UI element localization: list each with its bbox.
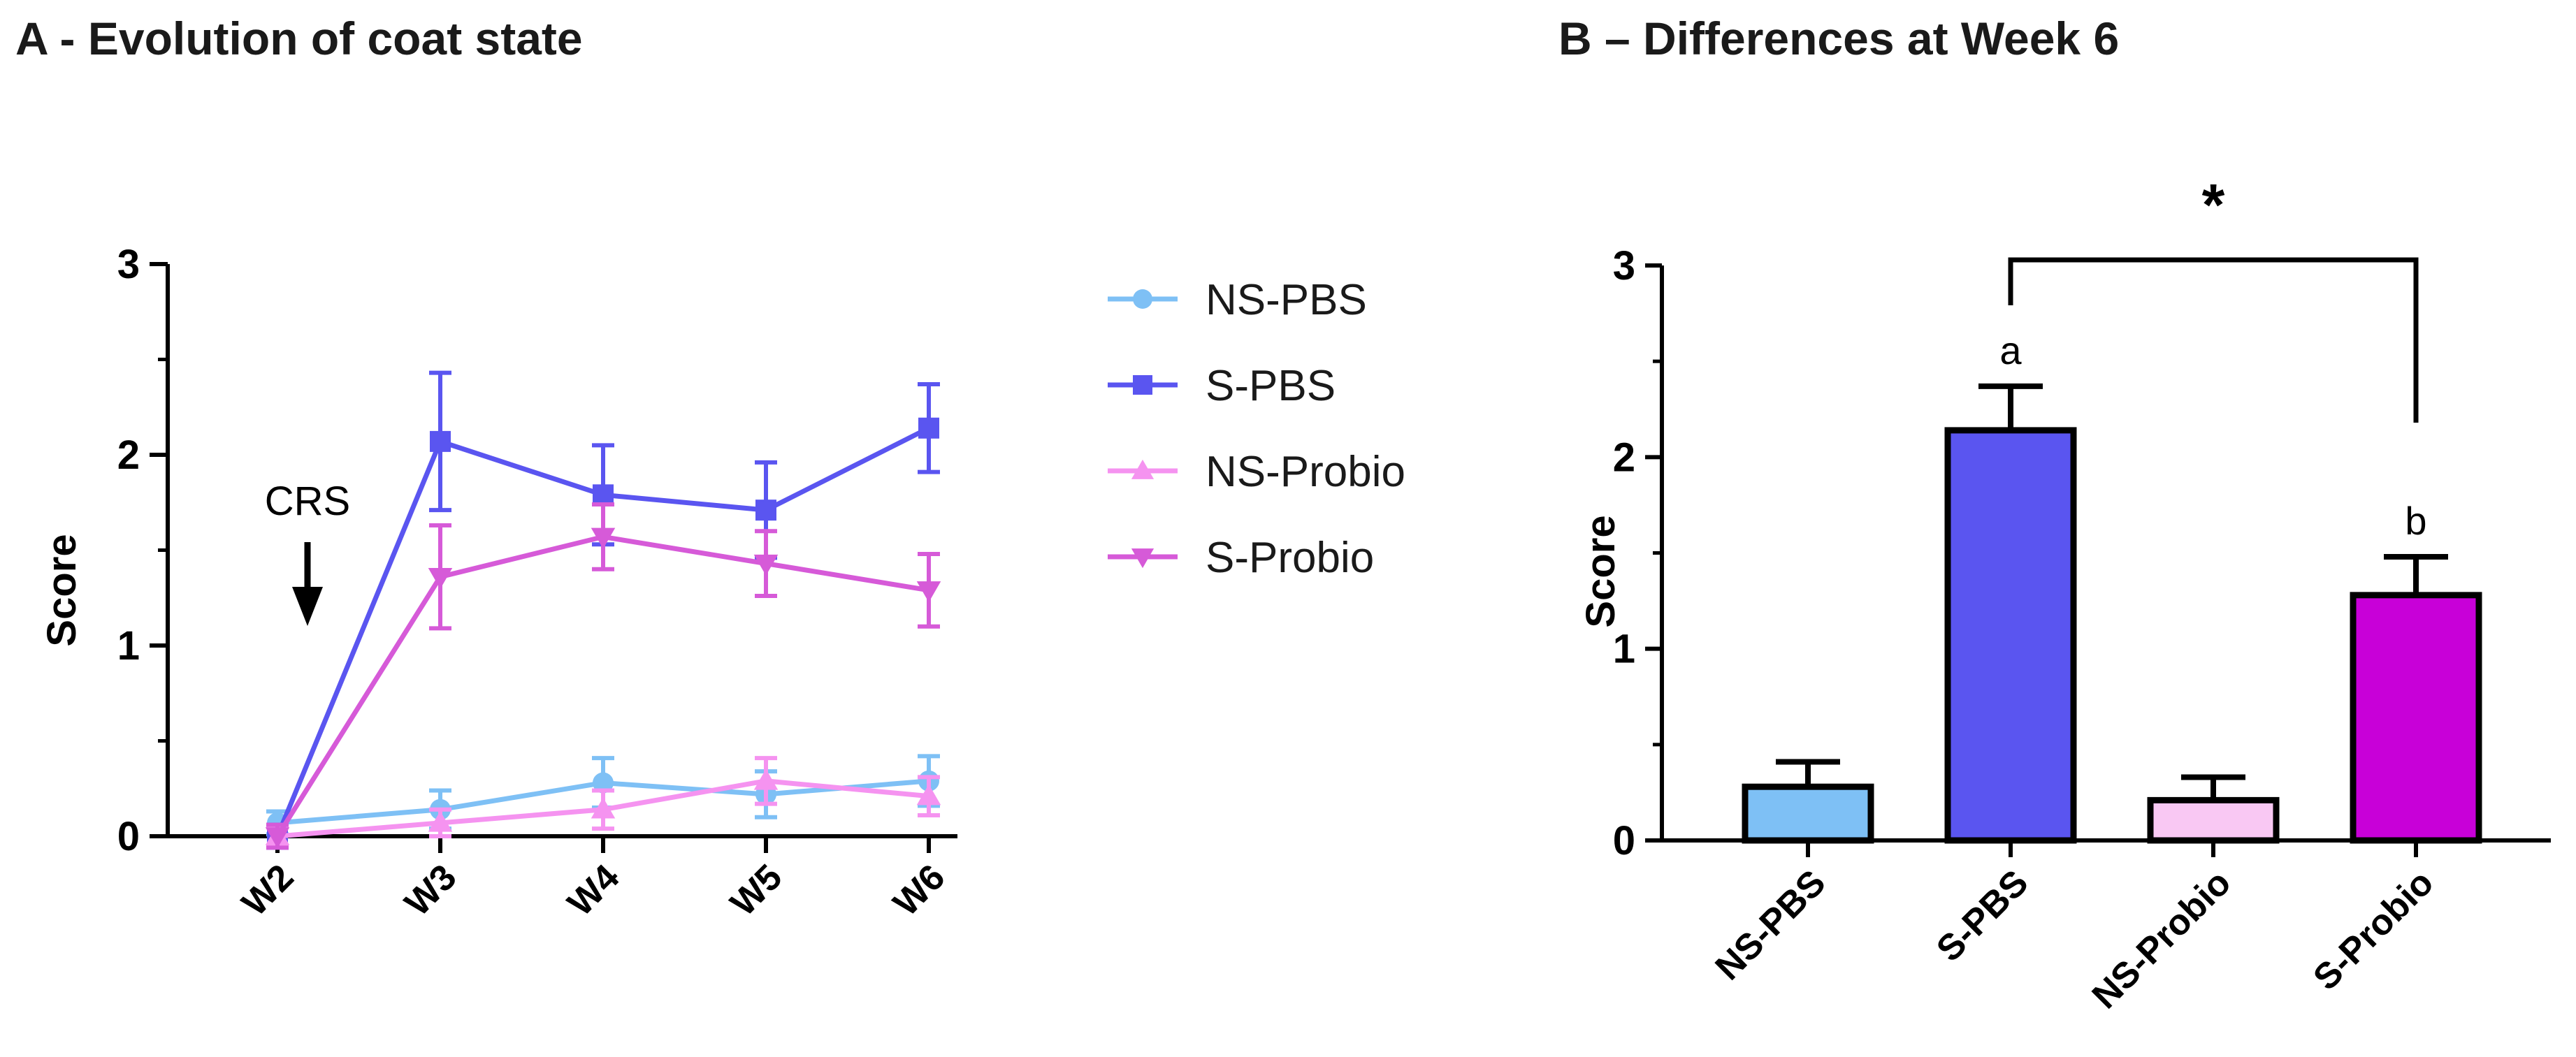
panel-b-y-tick-label: 1 — [1613, 627, 1635, 672]
legend-label: NS-PBS — [1206, 276, 1367, 324]
bar-s-probio — [2350, 592, 2482, 844]
panel-b-bar-chart: B – Differences at Week 6 0 1 2 3 NS-PBS S-PB… — [1558, 13, 2551, 1016]
bar-s-pbs — [1944, 427, 2077, 844]
data-point — [593, 772, 614, 794]
data-point — [755, 500, 776, 521]
panel-a-axes: 0 1 2 3 W2 W3 W4 W5 W6 — [117, 242, 957, 924]
series-s-probio — [265, 502, 941, 850]
data-point — [916, 784, 941, 805]
panel-b-x-tick-label: NS-Probio — [2085, 862, 2239, 1016]
panel-a-x-tick-label: W3 — [397, 856, 464, 924]
legend-label: NS-Probio — [1206, 448, 1405, 496]
legend-label: S-PBS — [1206, 362, 1336, 410]
significance-letter: a — [1999, 328, 2022, 372]
panel-b-title: B – Differences at Week 6 — [1558, 13, 2119, 64]
panel-a-x-tick-label: W5 — [723, 856, 790, 924]
panel-b-y-tick-label: 0 — [1613, 818, 1635, 863]
panel-b-x-tick-label: S-Probio — [2306, 862, 2441, 998]
legend-marker — [1131, 459, 1155, 479]
significance-bracket-line — [2008, 257, 2419, 423]
data-point — [428, 810, 453, 832]
panel-a-y-tick-label: 1 — [117, 623, 140, 669]
panel-b-x-tick-label: NS-PBS — [1708, 862, 1834, 988]
panel-a-title: A - Evolution of coat state — [15, 13, 583, 64]
panel-a-x-tick-label: W6 — [885, 856, 953, 924]
panel-b-x-tick-label: S-PBS — [1929, 862, 2036, 969]
panel-b-y-tick-label: 2 — [1613, 435, 1635, 480]
panel-a-y-tick-label: 3 — [117, 242, 140, 287]
significance-star: * — [2202, 172, 2225, 238]
panel-a-legend: NS-PBS S-PBS NS-Probio S-Probio — [1108, 276, 1405, 582]
legend-marker — [1133, 375, 1152, 395]
data-point — [918, 417, 939, 439]
panel-a-x-tick-label: W2 — [234, 856, 301, 924]
panel-a-y-tick-label: 2 — [117, 432, 140, 478]
legend-label: S-Probio — [1206, 534, 1374, 582]
significance-letter: b — [2405, 499, 2426, 543]
panel-b-y-axis-label: Score — [1578, 515, 1623, 627]
data-point — [591, 797, 616, 819]
panel-b-bars: ab — [1742, 328, 2482, 844]
data-point — [265, 827, 290, 849]
data-point — [430, 430, 451, 452]
panel-a-line-chart: A - Evolution of coat state 0 1 2 3 W2 W3 W4 W5… — [15, 13, 1405, 924]
crs-label: CRS — [265, 479, 350, 524]
panel-a-y-axis-label: Score — [39, 534, 85, 646]
data-point — [753, 554, 779, 576]
crs-annotation: CRS — [265, 479, 350, 626]
crs-arrow-head — [292, 587, 323, 626]
legend-marker — [1131, 548, 1155, 569]
panel-a-series — [265, 370, 941, 850]
legend-marker — [1133, 289, 1152, 309]
data-point — [593, 484, 614, 506]
panel-a-y-tick-label: 0 — [117, 814, 140, 859]
significance-bracket: * — [2008, 172, 2419, 423]
data-point — [916, 581, 941, 603]
panel-a-x-tick-label: W4 — [560, 856, 627, 924]
bar-ns-probio — [2147, 796, 2280, 844]
data-point — [428, 567, 453, 589]
data-point — [753, 768, 779, 790]
panel-b-y-tick-label: 3 — [1613, 243, 1635, 289]
data-point — [591, 527, 616, 549]
bar-ns-pbs — [1742, 783, 1874, 844]
